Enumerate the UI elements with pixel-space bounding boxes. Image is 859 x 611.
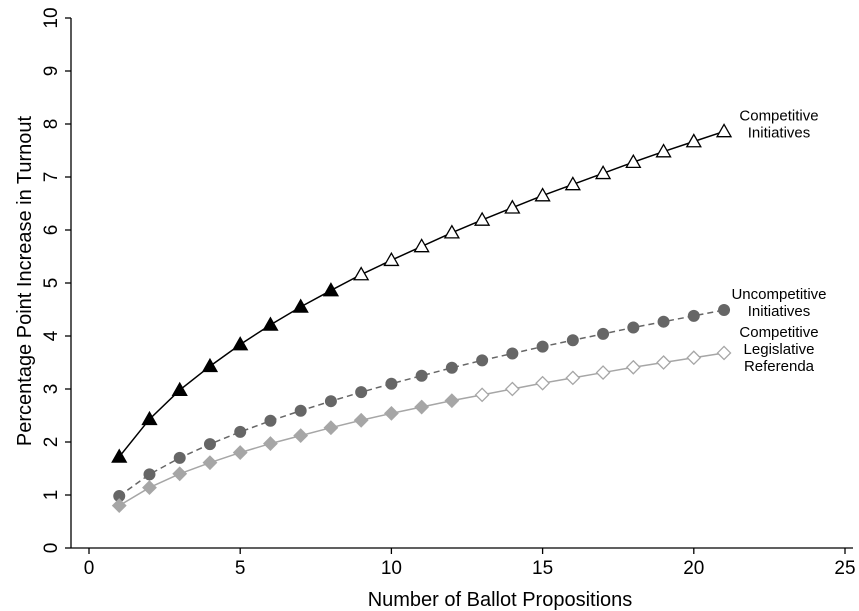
data-point <box>685 133 702 148</box>
data-point <box>716 345 732 361</box>
data-point <box>322 282 340 297</box>
data-point <box>504 199 521 214</box>
data-point <box>534 187 551 202</box>
series-competitive-initiatives <box>111 123 733 463</box>
x-tick-label: 0 <box>84 558 95 579</box>
data-point <box>292 298 309 313</box>
y-tick-label: 2 <box>41 437 62 448</box>
x-tick-label: 20 <box>683 558 704 579</box>
series-labels: CompetitiveInitiativesUncompetitiveIniti… <box>731 107 826 375</box>
data-point <box>473 211 491 226</box>
y-tick-label: 9 <box>41 66 62 77</box>
data-point <box>234 425 247 438</box>
x-tick-label: 10 <box>381 558 402 579</box>
series-label-line: Initiatives <box>748 303 811 320</box>
series-uncompetitive-initiatives <box>113 304 731 503</box>
data-point <box>232 445 248 461</box>
data-point <box>625 153 642 169</box>
data-point <box>655 143 672 158</box>
data-point <box>566 334 579 347</box>
y-tick-label: 3 <box>41 384 62 395</box>
data-point <box>564 176 581 191</box>
data-point <box>263 436 278 452</box>
data-point <box>536 340 549 353</box>
data-point <box>625 359 641 375</box>
data-point <box>687 309 700 322</box>
y-tick-label: 7 <box>41 172 62 183</box>
data-point <box>264 414 277 427</box>
series-label-line: Legislative <box>744 341 815 358</box>
data-point <box>353 266 370 281</box>
y-tick-label: 8 <box>41 119 62 130</box>
axes: 0 1 2 3 4 5 6 7 8 9 10 0 5 10 15 20 25 <box>41 7 856 579</box>
data-point <box>686 350 702 366</box>
data-point <box>597 327 610 340</box>
x-tick-label: 15 <box>532 558 553 579</box>
data-point <box>353 412 369 428</box>
data-point <box>474 387 490 403</box>
data-point <box>324 395 337 408</box>
data-point <box>385 377 398 390</box>
data-point <box>718 304 731 317</box>
data-point <box>203 438 216 451</box>
data-point <box>383 251 400 267</box>
data-point <box>171 381 188 396</box>
x-tick-label: 25 <box>834 558 855 579</box>
data-point <box>173 451 186 464</box>
x-tick-label: 5 <box>235 558 246 579</box>
data-point <box>143 468 156 481</box>
y-tick-label: 10 <box>41 7 62 28</box>
data-point <box>383 405 399 421</box>
series-label-line: Competitive <box>739 107 818 124</box>
data-point <box>414 399 430 415</box>
data-point <box>535 375 551 391</box>
data-point <box>172 466 188 482</box>
series-competitive-legislative-referenda <box>111 345 732 514</box>
data-point <box>415 369 428 382</box>
y-tick-label: 4 <box>41 330 62 341</box>
data-point <box>142 480 157 495</box>
data-point <box>656 355 671 370</box>
y-axis-title: Percentage Point Increase in Turnout <box>14 115 36 446</box>
data-point <box>202 455 218 471</box>
data-point <box>565 370 581 386</box>
data-point <box>506 347 519 360</box>
data-point <box>444 393 460 409</box>
series-label-line: Competitive <box>739 324 818 341</box>
data-point <box>141 410 158 426</box>
data-point <box>445 361 458 374</box>
data-point <box>476 354 489 367</box>
data-point <box>715 123 733 138</box>
data-point <box>323 420 339 436</box>
series-label-line: Referenda <box>744 358 815 375</box>
data-point <box>201 357 219 373</box>
data-point <box>293 428 309 444</box>
data-point <box>111 448 128 463</box>
y-tick-label: 0 <box>41 543 62 554</box>
series-layer <box>111 123 733 514</box>
y-tick-label: 5 <box>41 278 62 289</box>
y-tick-label: 1 <box>41 490 62 501</box>
y-tick-label: 6 <box>41 225 62 236</box>
series-label-line: Initiatives <box>748 124 811 141</box>
data-point <box>413 238 430 253</box>
data-point <box>594 164 612 180</box>
data-point <box>595 365 611 380</box>
x-axis-title: Number of Ballot Propositions <box>368 589 633 611</box>
data-point <box>443 224 461 239</box>
data-point <box>232 336 249 351</box>
series-line <box>118 309 725 497</box>
data-point <box>262 316 279 331</box>
data-point <box>355 386 368 399</box>
data-point <box>657 315 670 328</box>
data-point <box>504 381 520 397</box>
data-point <box>294 404 307 417</box>
series-label-line: Uncompetitive <box>731 286 826 303</box>
data-point <box>111 498 127 514</box>
data-point <box>627 321 640 334</box>
